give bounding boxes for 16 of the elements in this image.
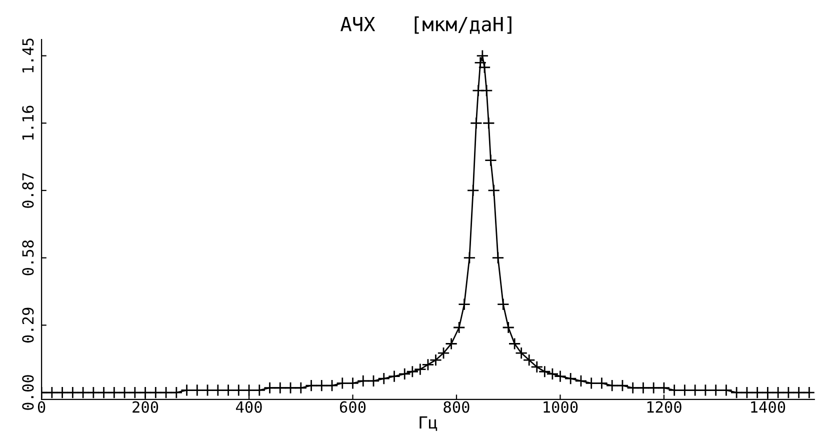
y-tick-label: 1.16 <box>22 106 34 140</box>
chart-title: АЧХ [мкм/даН] <box>340 16 512 34</box>
x-tick-label: 1200 <box>647 401 682 413</box>
y-tick-label: 0.58 <box>22 240 34 276</box>
x-tick-label: 200 <box>132 401 158 413</box>
x-axis-title: Гц <box>420 416 438 431</box>
y-tick-label: 0.29 <box>22 308 34 343</box>
x-tick-label: 1000 <box>544 401 578 413</box>
y-tick-label: 1.45 <box>22 38 34 72</box>
x-tick-label: 400 <box>236 401 262 413</box>
x-tick-label: 800 <box>444 401 470 413</box>
y-tick-label: 0.87 <box>22 173 34 208</box>
y-tick-label: 0.00 <box>22 375 34 410</box>
x-tick-label: 0 <box>38 401 46 413</box>
x-tick-label: 600 <box>340 401 366 413</box>
x-tick-label: 1400 <box>751 401 786 413</box>
